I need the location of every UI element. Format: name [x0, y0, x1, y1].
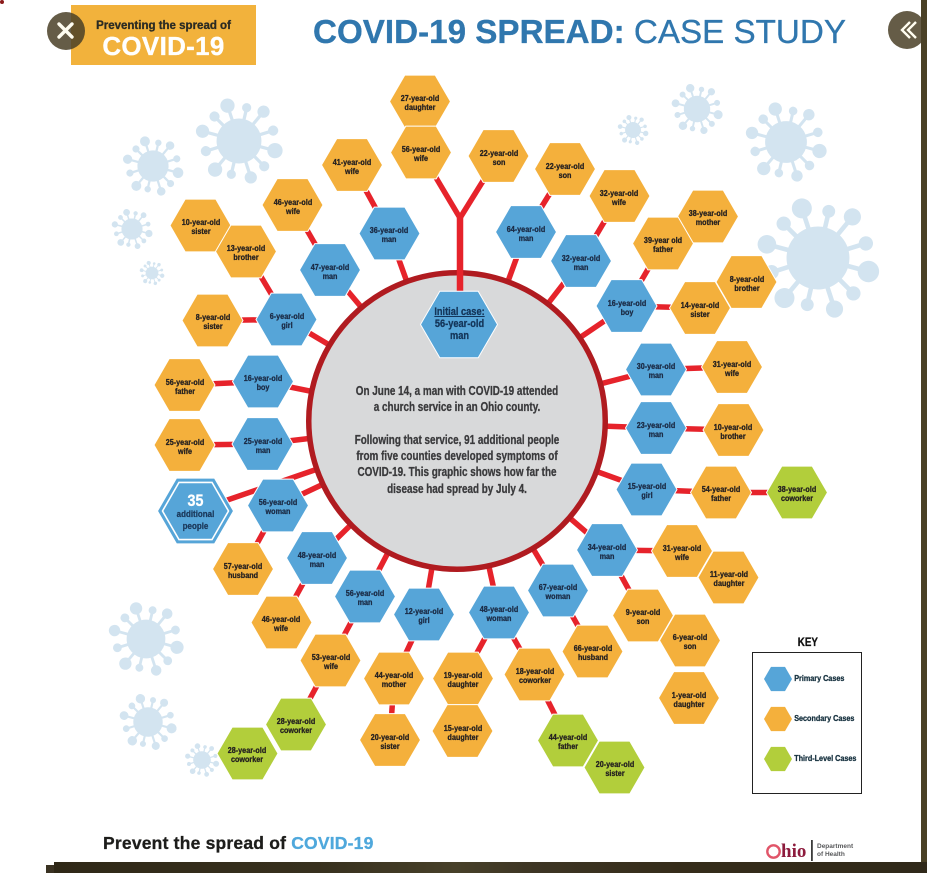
svg-text:Department: Department [817, 843, 854, 850]
svg-text:of Health: of Health [817, 851, 845, 858]
svg-text:hio: hio [781, 841, 806, 862]
